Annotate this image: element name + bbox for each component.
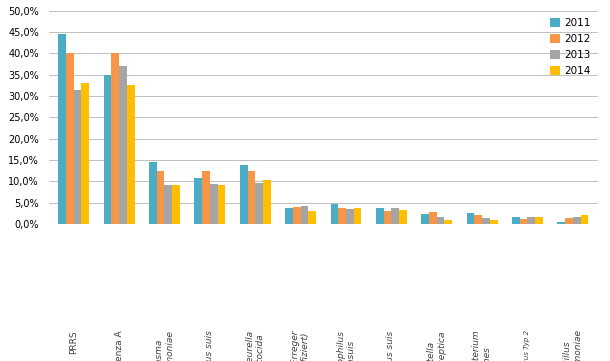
Bar — [331, 204, 339, 224]
Text: Arcanobacterium
pyogenes: Arcanobacterium pyogenes — [472, 330, 492, 361]
Bar — [581, 215, 588, 224]
Text: Streptococcus suis: Streptococcus suis — [206, 330, 214, 361]
Bar — [467, 213, 475, 224]
Bar — [558, 222, 565, 224]
Bar — [399, 210, 407, 224]
Text: Pasteurella
multocida: Pasteurella multocida — [246, 330, 265, 361]
Bar — [520, 219, 528, 224]
Bar — [210, 184, 218, 224]
Bar — [66, 53, 74, 224]
Bar — [172, 186, 180, 224]
Bar — [339, 208, 346, 224]
Bar — [565, 218, 573, 224]
Bar — [490, 219, 498, 224]
Bar — [149, 162, 157, 224]
Bar — [392, 208, 399, 224]
Bar — [301, 206, 308, 224]
Bar — [157, 170, 165, 224]
Bar — [240, 165, 248, 224]
Bar — [248, 170, 255, 224]
Bar — [202, 170, 210, 224]
Bar — [263, 180, 271, 224]
Bar — [119, 66, 127, 224]
Text: Actinobacillus suis: Actinobacillus suis — [387, 330, 396, 361]
Bar — [384, 210, 392, 224]
Bar — [82, 83, 89, 224]
Bar — [475, 215, 482, 224]
Bar — [354, 208, 361, 224]
Bar — [429, 212, 437, 224]
Text: Porcines Circovirus Typ 2: Porcines Circovirus Typ 2 — [525, 330, 531, 361]
Bar — [112, 53, 119, 224]
Text: Influenza A: Influenza A — [115, 330, 124, 361]
Bar — [376, 208, 384, 224]
Bar — [293, 207, 301, 224]
Bar — [195, 178, 202, 224]
Bar — [59, 34, 66, 224]
Legend: 2011, 2012, 2013, 2014: 2011, 2012, 2013, 2014 — [547, 16, 592, 78]
Bar — [285, 208, 293, 224]
Bar — [308, 210, 316, 224]
Bar — [512, 217, 520, 224]
Bar — [74, 90, 82, 224]
Bar — [535, 217, 543, 224]
Text: PRRS: PRRS — [70, 330, 78, 354]
Bar — [422, 214, 429, 224]
Bar — [482, 218, 490, 224]
Bar — [218, 186, 225, 224]
Text: Actinobacillus
pleuropneumoniae: Actinobacillus pleuropneumoniae — [563, 330, 583, 361]
Bar — [165, 186, 172, 224]
Bar — [437, 217, 445, 224]
Bar — [445, 220, 452, 224]
Text: Haemophilus
parasuis: Haemophilus parasuis — [336, 330, 356, 361]
Bar — [127, 85, 135, 224]
Bar — [528, 217, 535, 224]
Bar — [573, 217, 581, 224]
Bar — [255, 183, 263, 224]
Text: Bordetella
bronchiseptica: Bordetella bronchiseptica — [427, 330, 447, 361]
Text: Mycoplasma
hyopneumoniae: Mycoplasma hyopneumoniae — [155, 330, 174, 361]
Bar — [104, 75, 112, 224]
Text: Bakterieller Erreger
(nicht identifiziert): Bakterieller Erreger (nicht identifizier… — [291, 330, 310, 361]
Bar — [346, 209, 354, 224]
